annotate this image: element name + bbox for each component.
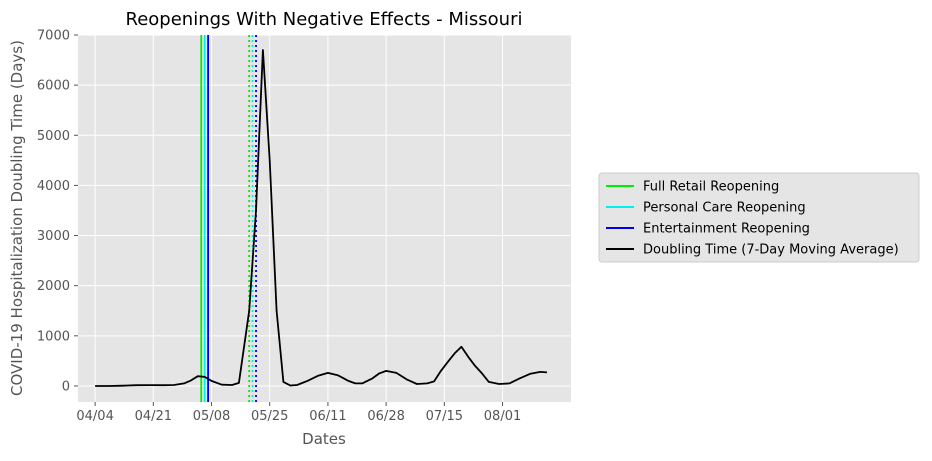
grid-lines — [78, 34, 571, 402]
y-tick-label: 1000 — [37, 329, 70, 344]
x-tick-label: 05/25 — [251, 409, 288, 424]
x-tick-label: 06/11 — [309, 409, 346, 424]
y-tick-label: 2000 — [37, 279, 70, 294]
y-tick-label: 7000 — [37, 29, 70, 44]
doubling-time-line — [95, 49, 548, 387]
x-tick-label: 06/28 — [367, 409, 404, 424]
legend-label: Personal Care Reopening — [643, 201, 806, 216]
legend-label: Full Retail Reopening — [643, 180, 779, 195]
legend-entries: Full Retail Reopening Personal Care Reope… — [606, 180, 899, 258]
y-axis-ticks: 0 1000 2000 3000 4000 5000 6000 7000 — [37, 29, 78, 394]
y-axis-label: COVID-19 Hospitalization Doubling Time (… — [8, 40, 26, 396]
x-tick-label: 04/21 — [135, 409, 172, 424]
plot-background — [78, 35, 571, 402]
x-axis-label: Dates — [302, 430, 346, 448]
y-tick-label: 6000 — [37, 79, 70, 94]
y-tick-label: 3000 — [37, 229, 70, 244]
y-tick-label: 0 — [62, 379, 70, 394]
reopening-markers — [200, 35, 257, 402]
x-tick-label: 05/08 — [193, 409, 230, 424]
y-tick-label: 5000 — [37, 129, 70, 144]
legend-label: Entertainment Reopening — [643, 222, 810, 237]
x-tick-label: 08/01 — [484, 409, 521, 424]
x-axis-ticks: 04/04 04/21 05/08 05/25 06/11 06/28 07/15 08/01 — [76, 402, 521, 424]
series-layer — [95, 49, 548, 387]
legend: Full Retail Reopening Personal Care Reope… — [598, 172, 920, 263]
legend-box — [598, 172, 920, 263]
x-tick-label: 07/15 — [426, 409, 463, 424]
chart-title: Reopenings With Negative Effects - Misso… — [126, 9, 523, 30]
y-tick-label: 4000 — [37, 179, 70, 194]
x-tick-label: 04/04 — [76, 409, 113, 424]
legend-label: Doubling Time (7-Day Moving Average) — [643, 243, 899, 258]
